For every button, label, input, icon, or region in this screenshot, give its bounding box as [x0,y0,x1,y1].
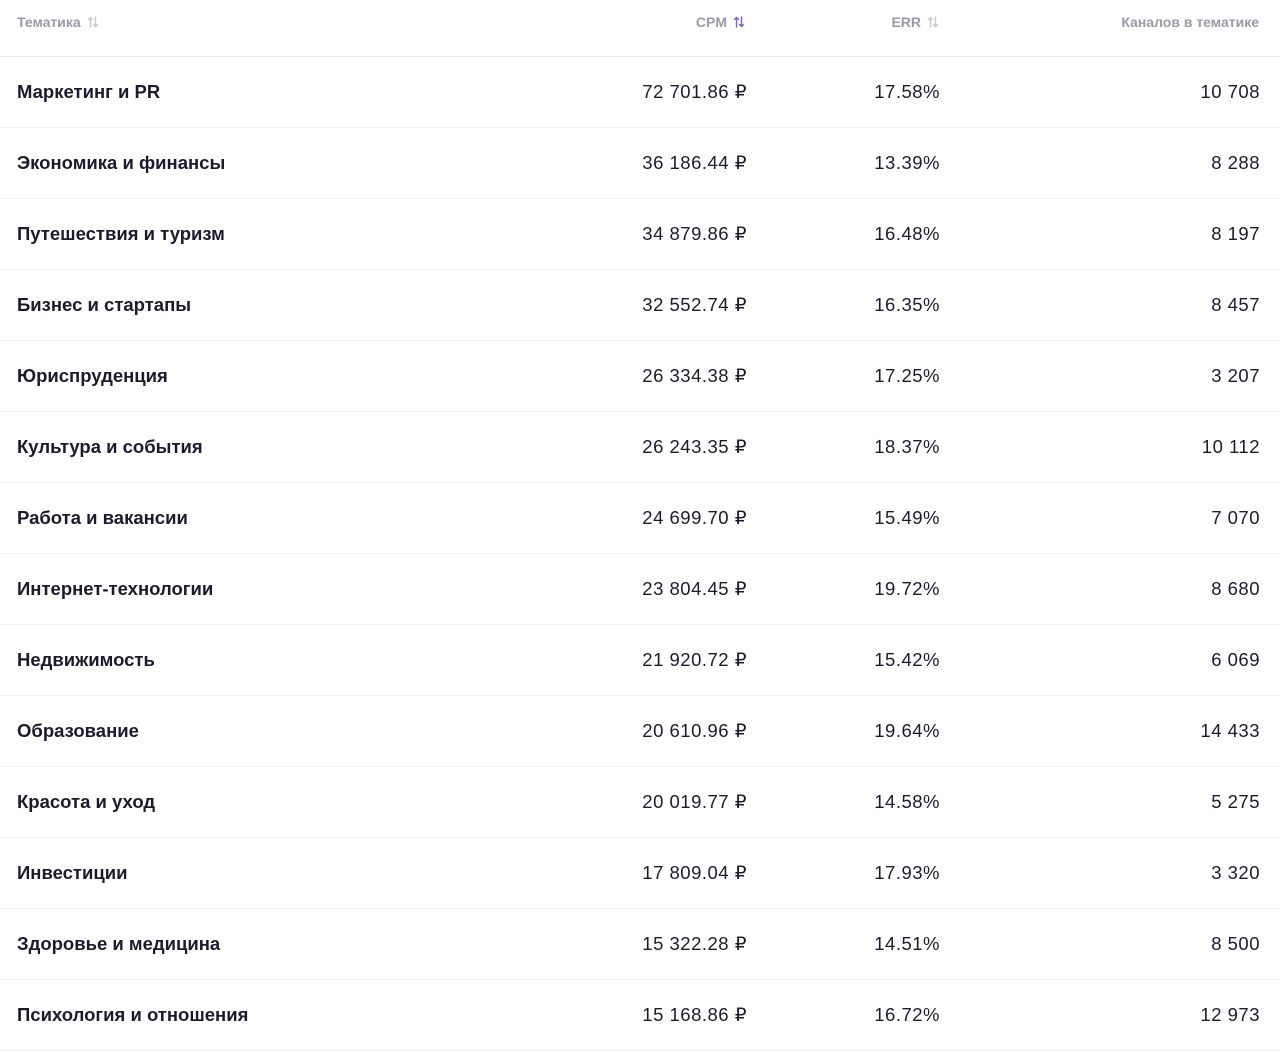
cpm-cell: 21 920.72 ₽ [642,649,747,670]
topic-cell: Культура и события [17,436,203,457]
cpm-cell: 15 168.86 ₽ [642,1004,747,1025]
topic-cell: Образование [17,720,139,741]
topic-cell: Бизнес и стартапы [17,294,192,315]
topic-cell: Экономика и финансы [17,152,226,173]
cpm-cell: 24 699.70 ₽ [642,507,747,528]
table-row[interactable]: Культура и события 26 243.35 ₽ 18.37% 10 11… [0,412,1280,483]
channels-cell: 12 973 [1200,1004,1260,1025]
channels-cell: 8 680 [1211,578,1260,599]
channels-cell: 3 207 [1211,365,1260,386]
table-row[interactable]: Интернет-технологии 23 804.45 ₽ 19.72% 8 68… [0,554,1280,625]
err-cell: 19.72% [874,578,940,599]
err-cell: 17.93% [874,862,940,883]
err-cell: 17.58% [874,81,940,102]
err-cell: 14.51% [874,933,940,954]
channels-cell: 10 112 [1201,436,1260,457]
channels-cell: 6 069 [1211,649,1260,670]
table-row[interactable]: Работа и вакансии 24 699.70 ₽ 15.49% 7 070 [0,483,1280,554]
table-row[interactable]: Здоровье и медицина 15 322.28 ₽ 14.51% 8 50… [0,909,1280,980]
cpm-cell: 36 186.44 ₽ [642,152,747,173]
err-cell: 16.48% [874,223,940,244]
err-cell: 17.25% [874,365,940,386]
table-row[interactable]: Инвестиции 17 809.04 ₽ 17.93% 3 320 [0,838,1280,909]
cpm-cell: 20 019.77 ₽ [642,791,747,812]
column-header-topic-label: Тематика [17,14,81,30]
cpm-cell: 72 701.86 ₽ [642,81,747,102]
channels-cell: 8 500 [1211,933,1260,954]
column-header-cpm-label: CPM [695,14,727,30]
sort-icon[interactable] [87,15,99,29]
channels-cell: 3 320 [1211,862,1260,883]
column-header-err[interactable]: ERR [891,0,939,44]
err-cell: 18.37% [874,436,940,457]
table-body: Маркетинг и PR 72 701.86 ₽ 17.58% 10 708 Эко… [0,57,1280,1051]
column-header-err-label: ERR [891,14,921,30]
column-header-channels[interactable]: Каналов в тематике [1121,0,1259,44]
table-row[interactable]: Образование 20 610.96 ₽ 19.64% 14 433 [0,696,1280,767]
topic-cell: Недвижимость [17,649,155,670]
err-cell: 19.64% [874,720,940,741]
channels-cell: 5 275 [1211,791,1260,812]
cpm-cell: 23 804.45 ₽ [642,578,747,599]
topic-cell: Красота и уход [17,791,156,812]
table-row[interactable]: Психология и отношения 15 168.86 ₽ 16.72% 1… [0,980,1280,1051]
table-row[interactable]: Юриспруденция 26 334.38 ₽ 17.25% 3 207 [0,341,1280,412]
sort-icon[interactable] [733,15,745,29]
table-row[interactable]: Недвижимость 21 920.72 ₽ 15.42% 6 069 [0,625,1280,696]
channels-cell: 7 070 [1211,507,1260,528]
err-cell: 14.58% [874,791,940,812]
table-row[interactable]: Бизнес и стартапы 32 552.74 ₽ 16.35% 8 457 [0,270,1280,341]
cpm-cell: 20 610.96 ₽ [642,720,747,741]
channels-cell: 14 433 [1200,720,1260,741]
column-header-channels-label: Каналов в тематике [1121,14,1259,30]
channels-cell: 10 708 [1200,81,1260,102]
cpm-cell: 26 334.38 ₽ [642,365,747,386]
topic-cell: Здоровье и медицина [17,933,221,954]
channels-cell: 8 457 [1211,294,1260,315]
topic-cell: Путешествия и туризм [17,223,225,244]
topic-cell: Интернет-технологии [17,578,214,599]
err-cell: 13.39% [874,152,940,173]
err-cell: 15.42% [874,649,940,670]
err-cell: 16.72% [874,1004,940,1025]
channels-cell: 8 288 [1211,152,1260,173]
err-cell: 15.49% [874,507,940,528]
sort-icon[interactable] [927,15,939,29]
cpm-cell: 32 552.74 ₽ [642,294,747,315]
cpm-cell: 17 809.04 ₽ [642,862,747,883]
topic-cell: Инвестиции [17,862,128,883]
cpm-cell: 34 879.86 ₽ [642,223,747,244]
err-cell: 16.35% [874,294,940,315]
topic-cell: Юриспруденция [17,365,168,386]
table-row[interactable]: Путешествия и туризм 34 879.86 ₽ 16.48% 8 1… [0,199,1280,270]
table-row[interactable]: Маркетинг и PR 72 701.86 ₽ 17.58% 10 708 [0,57,1280,128]
channels-cell: 8 197 [1211,223,1260,244]
table-row[interactable]: Экономика и финансы 36 186.44 ₽ 13.39% 8 28… [0,128,1280,199]
cpm-cell: 26 243.35 ₽ [642,436,747,457]
table-header: Тематика CPM ERR Каналов в тематике [0,0,1280,57]
column-header-topic[interactable]: Тематика [17,0,99,44]
topic-cell: Работа и вакансии [17,507,188,528]
table-row[interactable]: Красота и уход 20 019.77 ₽ 14.58% 5 275 [0,767,1280,838]
cpm-cell: 15 322.28 ₽ [642,933,747,954]
column-header-cpm[interactable]: CPM [696,0,745,44]
topic-cell: Маркетинг и PR [17,81,161,102]
topic-cell: Психология и отношения [17,1004,249,1025]
